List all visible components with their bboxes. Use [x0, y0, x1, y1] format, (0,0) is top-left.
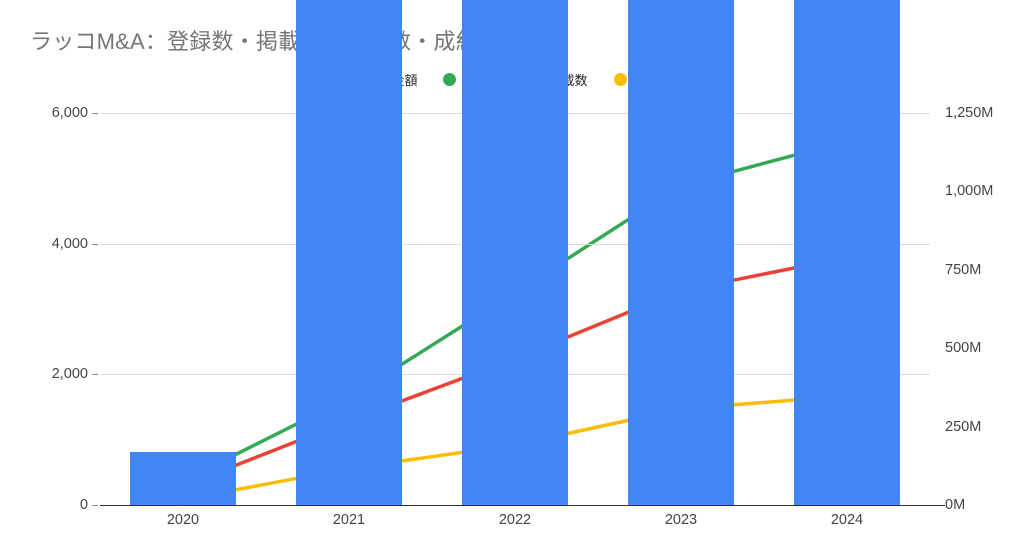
x-axis-tick-label: 2020 [166, 512, 200, 528]
right-axis-tick-label: 750M [945, 261, 982, 278]
right-axis-tick-label: 500M [945, 340, 982, 357]
left-axis-tick-label: 0 [79, 497, 88, 513]
bar-2020[interactable] [130, 451, 236, 505]
plot-area [100, 0, 930, 507]
left-axis-tick-mark [92, 243, 98, 245]
left-y-axis: 0 2,000 4,000 6,000 [0, 0, 98, 559]
x-axis-tick-label: 2022 [498, 512, 532, 528]
bar-2024[interactable] [794, 0, 900, 505]
legend-circle-icon [443, 73, 457, 86]
legend-circle-icon [613, 73, 627, 86]
left-axis-tick-mark [92, 374, 98, 376]
x-axis-baseline [100, 505, 945, 506]
right-y-axis: 0M 250M 500M 750M 1,000M 1,250M [945, 0, 1018, 559]
x-axis-tick-label: 2021 [332, 512, 366, 528]
left-axis-tick-mark [92, 113, 98, 114]
right-axis-tick-label: 250M [945, 418, 982, 435]
x-axis-tick-label: 2024 [830, 512, 864, 528]
left-axis-tick-mark [92, 505, 98, 506]
bar-2021[interactable] [296, 0, 402, 505]
right-axis-tick-label: 0M [945, 497, 966, 513]
x-axis-tick-label: 2023 [664, 512, 698, 528]
left-axis-tick-label: 2,000 [51, 366, 88, 383]
bar-2023[interactable] [628, 0, 734, 505]
left-axis-tick-label: 4,000 [51, 235, 88, 252]
right-axis-tick-label: 1,000M [945, 183, 994, 200]
right-axis-tick-label: 1,250M [945, 105, 994, 121]
bar-2022[interactable] [462, 0, 568, 505]
left-axis-tick-label: 6,000 [51, 105, 88, 121]
